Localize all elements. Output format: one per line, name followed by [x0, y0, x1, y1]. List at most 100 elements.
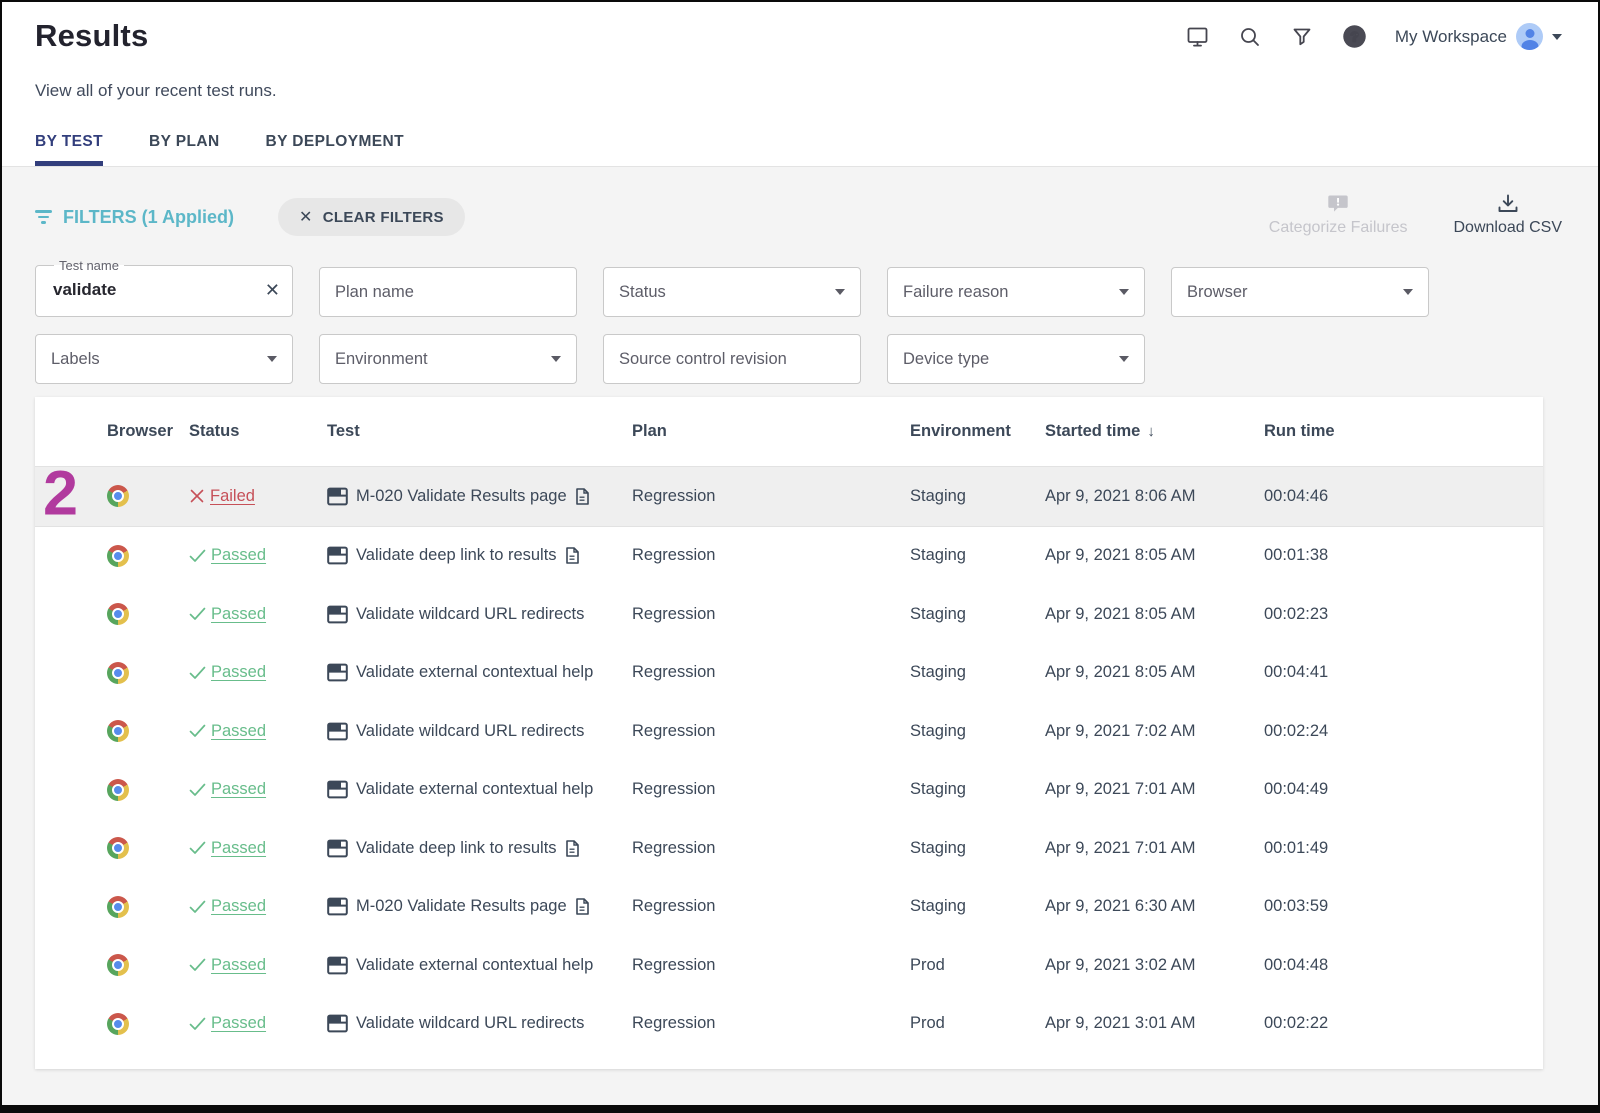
- status-cell: Passed: [189, 956, 327, 975]
- status-link[interactable]: Passed: [211, 838, 267, 857]
- plan-name-input[interactable]: [319, 267, 577, 317]
- plan-cell: Regression: [632, 546, 716, 565]
- clear-filters-button[interactable]: ✕ CLEAR FILTERS: [278, 198, 465, 236]
- environment-dropdown[interactable]: Environment: [319, 334, 577, 384]
- device-type-dropdown-label: Device type: [903, 349, 990, 368]
- status-link[interactable]: Failed: [210, 486, 255, 505]
- source-control-revision-input[interactable]: [603, 334, 861, 384]
- sort-descending-icon: ↓: [1147, 423, 1155, 440]
- environment-cell: Staging: [910, 780, 966, 799]
- test-name: M-020 Validate Results page: [356, 486, 567, 505]
- browser-window-icon: [327, 487, 348, 506]
- column-header-started-time[interactable]: Started time ↓: [1045, 422, 1264, 441]
- run-time-cell: 00:04:49: [1264, 780, 1329, 799]
- status-link[interactable]: Passed: [211, 897, 267, 916]
- browser-window-icon: [327, 956, 348, 975]
- table-row[interactable]: Passed Validate external contextual help…: [35, 644, 1543, 703]
- environment-dropdown-label: Environment: [335, 349, 428, 368]
- status-dropdown[interactable]: Status: [603, 267, 861, 317]
- svg-text:?: ?: [1350, 28, 1359, 44]
- chevron-down-icon: [1119, 356, 1129, 362]
- labels-dropdown[interactable]: Labels: [35, 334, 293, 384]
- failed-x-icon: [190, 489, 204, 503]
- browser-cell: [107, 954, 189, 977]
- plan-cell: Regression: [632, 663, 716, 682]
- status-cell: Passed: [189, 663, 327, 682]
- status-link[interactable]: Passed: [211, 546, 267, 565]
- page-header: Results ? My Workspace: [2, 2, 1598, 166]
- table-row[interactable]: Passed Validate wildcard URL redirects R…: [35, 995, 1543, 1054]
- tab-by-plan[interactable]: BY PLAN: [148, 133, 220, 150]
- run-time-cell: 00:01:38: [1264, 546, 1329, 565]
- filter-funnel-icon[interactable]: [1290, 25, 1314, 49]
- results-table-body: 2 Failed M-020 Validate Results page: [35, 458, 1543, 1054]
- test-name: Validate wildcard URL redirects: [356, 721, 585, 740]
- chevron-down-icon: [267, 356, 277, 362]
- column-header-browser: Browser: [107, 422, 174, 440]
- avatar: [1516, 23, 1543, 50]
- started-time-cell: Apr 9, 2021 8:06 AM: [1045, 486, 1196, 505]
- chrome-browser-icon: [107, 661, 129, 684]
- browser-window-icon: [327, 663, 348, 682]
- status-link[interactable]: Passed: [211, 955, 267, 974]
- table-row[interactable]: Passed Validate wildcard URL redirects R…: [35, 585, 1543, 644]
- table-row[interactable]: Passed Validate wildcard URL redirects R…: [35, 702, 1543, 761]
- browser-cell: [107, 1012, 189, 1035]
- environment-cell: Staging: [910, 663, 966, 682]
- document-icon: [565, 839, 579, 857]
- filters-heading-label: FILTERS (1 Applied): [63, 206, 234, 227]
- browser-cell: [107, 720, 189, 743]
- table-row[interactable]: Passed Validate deep link to results Reg…: [35, 527, 1543, 586]
- test-name-input[interactable]: [51, 279, 245, 301]
- started-time-cell: Apr 9, 2021 7:02 AM: [1045, 721, 1196, 740]
- device-type-dropdown[interactable]: Device type: [887, 334, 1145, 384]
- plan-cell: Regression: [632, 1014, 716, 1033]
- passed-check-icon: [189, 783, 206, 796]
- browser-window-icon: [327, 839, 348, 858]
- annotation-step-marker: 2: [43, 458, 79, 529]
- categorize-failures-button[interactable]: Categorize Failures: [1269, 194, 1408, 237]
- test-cell: Validate deep link to results: [327, 839, 632, 858]
- status-link[interactable]: Passed: [211, 604, 267, 623]
- clear-test-name-icon[interactable]: ✕: [264, 280, 280, 300]
- workspace-menu[interactable]: My Workspace: [1395, 23, 1562, 50]
- started-time-cell: Apr 9, 2021 3:01 AM: [1045, 1014, 1196, 1033]
- status-cell: Failed: [189, 487, 327, 506]
- tab-by-test[interactable]: BY TEST: [35, 133, 103, 166]
- plan-cell: Regression: [632, 838, 716, 857]
- tab-by-deployment[interactable]: BY DEPLOYMENT: [265, 133, 404, 150]
- download-csv-button[interactable]: Download CSV: [1454, 194, 1562, 237]
- passed-check-icon: [189, 666, 206, 679]
- table-row[interactable]: Passed Validate external contextual help…: [35, 761, 1543, 820]
- status-link[interactable]: Passed: [211, 663, 267, 682]
- table-row[interactable]: 2 Failed M-020 Validate Results page: [35, 458, 1543, 529]
- environment-cell: Staging: [910, 721, 966, 740]
- run-time-cell: 00:04:46: [1264, 486, 1329, 505]
- monitor-icon[interactable]: [1185, 25, 1210, 49]
- passed-check-icon: [189, 607, 206, 621]
- table-row[interactable]: Passed M-020 Validate Results page Regre…: [35, 878, 1543, 937]
- chrome-browser-icon: [107, 720, 129, 743]
- status-link[interactable]: Passed: [211, 780, 267, 799]
- table-row[interactable]: Passed Validate deep link to results Reg…: [35, 819, 1543, 878]
- status-link[interactable]: Passed: [211, 1014, 267, 1033]
- status-link[interactable]: Passed: [211, 721, 267, 740]
- speech-bubble-alert-icon: [1328, 195, 1348, 212]
- column-header-plan: Plan: [632, 422, 667, 440]
- table-row[interactable]: Passed Validate external contextual help…: [35, 936, 1543, 995]
- close-icon: ✕: [299, 209, 313, 226]
- failure-reason-dropdown[interactable]: Failure reason: [887, 267, 1145, 317]
- browser-dropdown[interactable]: Browser: [1171, 267, 1429, 317]
- help-icon[interactable]: ?: [1342, 24, 1367, 49]
- run-time-cell: 00:04:48: [1264, 955, 1329, 974]
- column-header-test: Test: [327, 422, 360, 440]
- started-time-cell: Apr 9, 2021 7:01 AM: [1045, 838, 1196, 857]
- status-cell: Passed: [189, 605, 327, 624]
- chrome-browser-icon: [107, 895, 129, 918]
- filters-toggle[interactable]: FILTERS (1 Applied): [35, 207, 234, 228]
- search-icon[interactable]: [1238, 25, 1262, 49]
- column-header-run-time: Run time: [1264, 422, 1335, 440]
- started-time-label: Started time: [1045, 422, 1141, 440]
- run-time-cell: 00:02:24: [1264, 721, 1329, 740]
